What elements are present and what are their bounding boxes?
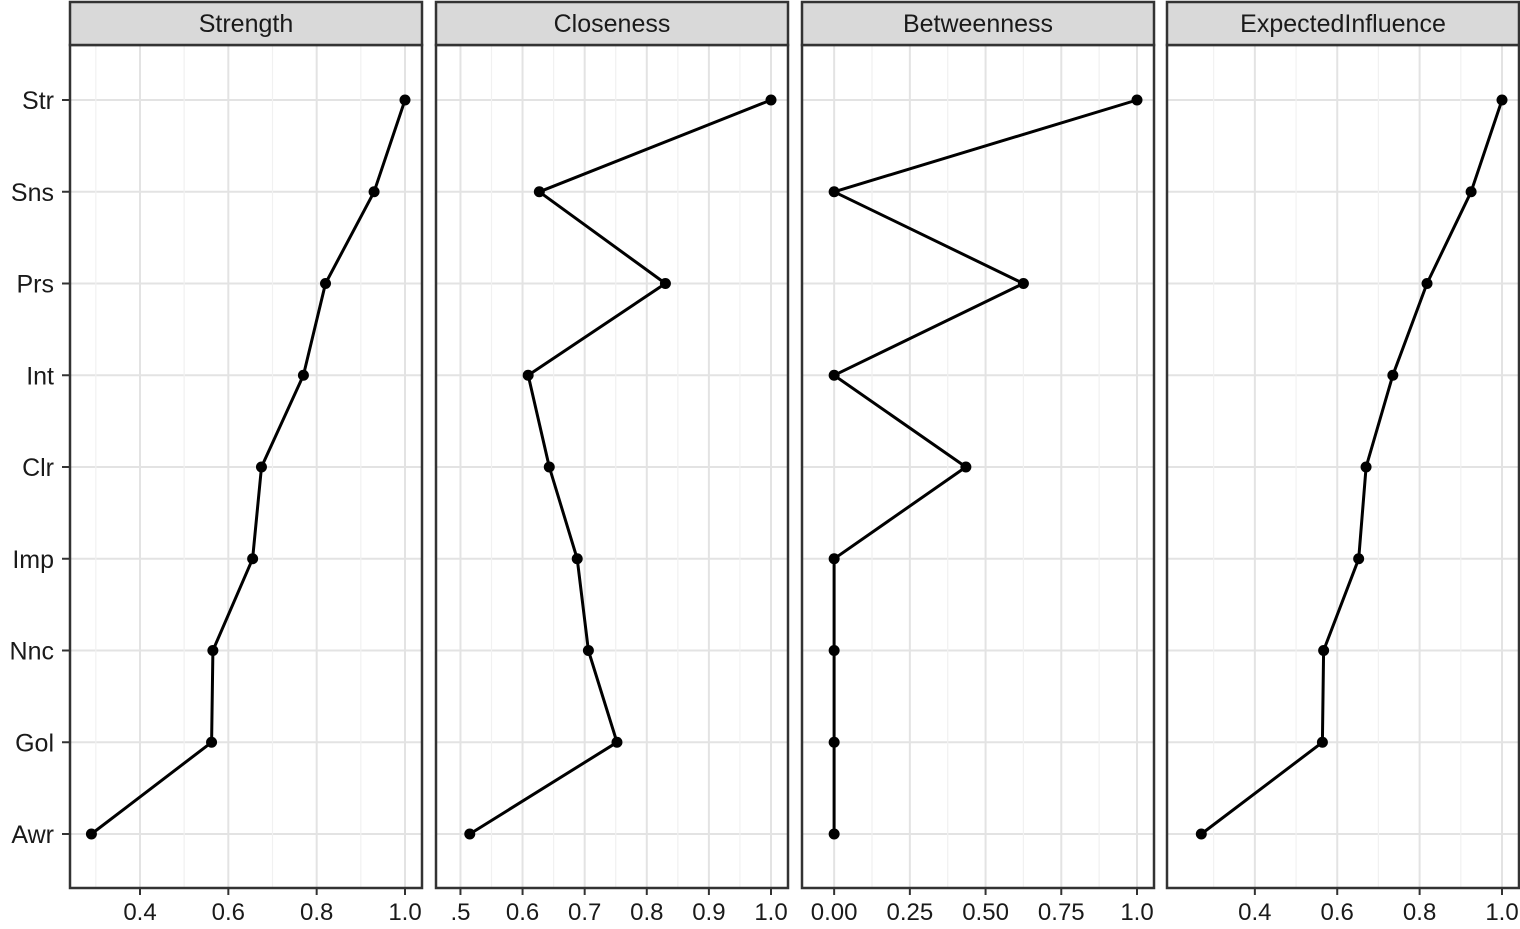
strip-label: Strength (199, 10, 294, 38)
data-point-str (399, 94, 411, 106)
x-tick-label: 0.8 (1403, 899, 1436, 924)
y-tick-label: Imp (12, 546, 54, 574)
facet-panel-closeness: .5 0.6 0.7 0.8 0.9 1.0 Closeness (434, 0, 790, 926)
x-tick-label: 0.8 (300, 899, 333, 924)
data-point-prs (1421, 278, 1433, 289)
data-point-nnc (828, 645, 840, 656)
data-point-gol (1316, 736, 1328, 748)
x-tick-label: 0.50 (962, 899, 1009, 924)
y-tick-label: Int (26, 362, 54, 390)
y-axis: Str Sns Prs Int Clr Imp Nnc Gol Awr (10, 87, 70, 849)
x-tick-label: 0.6 (212, 899, 245, 924)
data-point-sns (1465, 186, 1477, 198)
data-point-imp (1353, 553, 1365, 565)
strip-label: ExpectedInfluence (1240, 10, 1446, 38)
data-point-gol (828, 736, 840, 748)
data-point-str (1131, 94, 1143, 106)
x-tick-label: 1.0 (1485, 899, 1518, 924)
data-point-str (765, 94, 777, 106)
x-tick-label: 0.6 (1321, 899, 1354, 924)
x-tick-label: 0.4 (1238, 899, 1271, 924)
strip-header (434, 0, 790, 47)
facet-panel-betweenness: 0.00 0.25 0.50 0.75 1.0 Betweenness (800, 0, 1156, 926)
strip-label: Betweenness (903, 10, 1053, 38)
data-point-int (297, 369, 309, 381)
data-point-str (1496, 94, 1508, 106)
data-point-awr (464, 828, 476, 840)
data-point-gol (611, 736, 623, 748)
data-point-int (828, 369, 840, 381)
y-tick-label: Prs (17, 271, 55, 299)
data-point-imp (247, 553, 259, 565)
data-point-awr (828, 828, 840, 840)
x-tick-label: 1.0 (1120, 899, 1153, 924)
data-point-clr (255, 461, 267, 473)
data-point-sns (533, 186, 545, 198)
data-point-gol (206, 736, 218, 748)
x-tick-label: 0.00 (811, 899, 858, 924)
x-tick-label: 0.7 (568, 899, 601, 924)
data-point-imp (571, 553, 583, 565)
data-point-clr (1360, 461, 1372, 473)
y-tick-label: Sns (11, 179, 54, 207)
x-tick-label: 0.6 (506, 899, 539, 924)
data-point-imp (828, 553, 840, 565)
strip-label: Closeness (554, 10, 671, 38)
x-tick-label: 1.0 (754, 899, 787, 924)
y-tick-label: Str (22, 87, 54, 115)
data-point-nnc (582, 645, 594, 656)
y-tick-label: Gol (15, 729, 54, 757)
y-tick-label: Clr (22, 454, 54, 482)
data-point-int (1387, 369, 1399, 381)
x-tick-label: 0.8 (630, 899, 663, 924)
strip-header (800, 0, 1156, 47)
data-point-prs (320, 278, 331, 289)
data-point-sns (368, 186, 380, 198)
x-tick-label: .5 (450, 899, 470, 924)
x-tick-label: 1.0 (388, 899, 421, 924)
x-tick-label: 0.25 (886, 899, 933, 924)
data-point-awr (85, 828, 97, 840)
data-point-nnc (207, 645, 219, 656)
x-tick-label: 0.75 (1038, 899, 1085, 924)
data-point-sns (828, 186, 840, 198)
data-point-prs (659, 278, 671, 289)
data-point-clr (543, 461, 555, 473)
facet-panel-expectedinfluence: 0.4 0.6 0.8 1.0 ExpectedInfluence (1165, 0, 1520, 926)
data-point-prs (1017, 278, 1029, 289)
x-tick-label: 0.9 (692, 899, 725, 924)
facet-panel-strength: 0.4 0.6 0.8 1.0 Strength (68, 0, 424, 926)
x-tick-label: 0.4 (123, 899, 156, 924)
strip-header (68, 0, 424, 47)
strip-header (1165, 0, 1520, 47)
data-point-int (522, 369, 534, 381)
data-point-clr (960, 461, 972, 473)
y-tick-label: Nnc (10, 638, 54, 666)
data-point-nnc (1318, 645, 1330, 656)
y-tick-label: Awr (11, 821, 54, 849)
data-point-awr (1195, 828, 1207, 840)
